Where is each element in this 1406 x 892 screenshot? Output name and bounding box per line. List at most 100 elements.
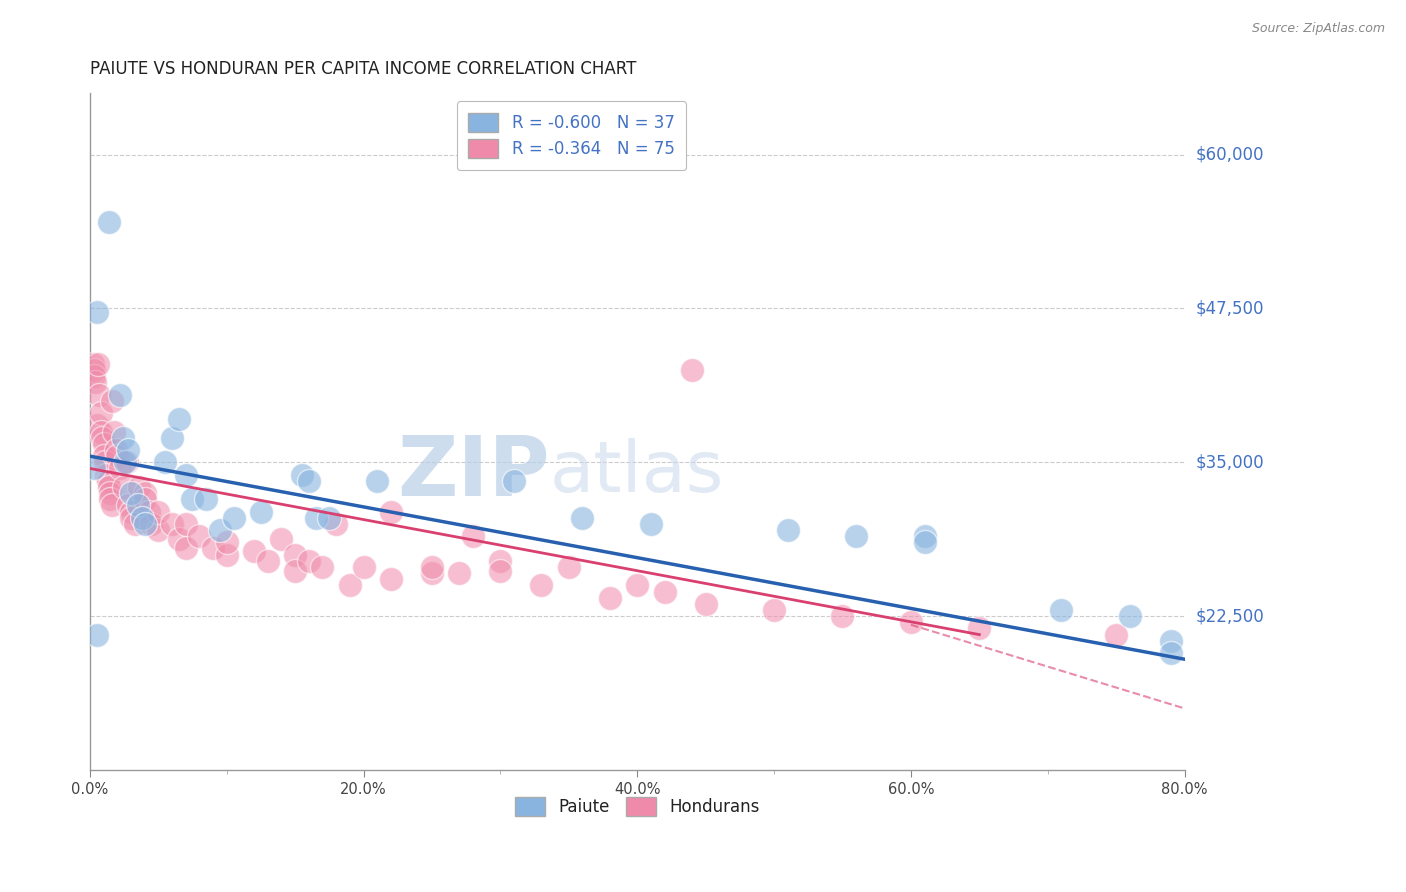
Point xyxy=(148,523,170,537)
Point xyxy=(108,461,131,475)
Point xyxy=(222,510,245,524)
Point xyxy=(380,504,402,518)
Text: $47,500: $47,500 xyxy=(1195,300,1264,318)
Point xyxy=(86,305,108,319)
Point xyxy=(167,412,190,426)
Point xyxy=(153,455,176,469)
Point xyxy=(243,544,266,558)
Point xyxy=(86,627,108,641)
Point xyxy=(380,572,402,586)
Point xyxy=(112,480,135,494)
Point xyxy=(195,492,218,507)
Text: $60,000: $60,000 xyxy=(1195,145,1264,163)
Point xyxy=(449,566,471,580)
Point xyxy=(305,510,328,524)
Point xyxy=(167,532,190,546)
Point xyxy=(98,215,121,229)
Point xyxy=(420,560,443,574)
Text: Source: ZipAtlas.com: Source: ZipAtlas.com xyxy=(1251,22,1385,36)
Point xyxy=(461,529,484,543)
Point xyxy=(284,564,307,578)
Point xyxy=(250,504,273,518)
Point xyxy=(208,523,231,537)
Point xyxy=(530,578,553,592)
Point xyxy=(98,480,121,494)
Point xyxy=(120,504,142,518)
Text: $22,500: $22,500 xyxy=(1195,607,1264,625)
Point xyxy=(174,516,197,531)
Point xyxy=(298,474,321,488)
Point xyxy=(776,523,799,537)
Point xyxy=(215,548,238,562)
Point xyxy=(571,510,593,524)
Point xyxy=(134,516,156,531)
Point xyxy=(202,541,225,556)
Point xyxy=(969,622,991,636)
Point xyxy=(1160,633,1182,648)
Point xyxy=(325,516,347,531)
Text: PAIUTE VS HONDURAN PER CAPITA INCOME CORRELATION CHART: PAIUTE VS HONDURAN PER CAPITA INCOME COR… xyxy=(90,60,637,78)
Point xyxy=(681,363,703,377)
Point xyxy=(138,504,160,518)
Point xyxy=(298,554,321,568)
Point xyxy=(90,406,112,420)
Point xyxy=(160,431,183,445)
Point xyxy=(831,609,853,624)
Point xyxy=(127,499,149,513)
Point xyxy=(763,603,786,617)
Point xyxy=(311,560,333,574)
Point xyxy=(160,516,183,531)
Point xyxy=(90,425,112,439)
Point xyxy=(100,499,122,513)
Legend: Paiute, Hondurans: Paiute, Hondurans xyxy=(508,790,766,822)
Point xyxy=(111,431,134,445)
Point xyxy=(83,363,105,377)
Point xyxy=(120,486,142,500)
Point xyxy=(128,480,150,494)
Point xyxy=(1119,609,1142,624)
Point xyxy=(489,564,512,578)
Point xyxy=(89,387,111,401)
Point xyxy=(1160,646,1182,660)
Point xyxy=(82,357,104,371)
Point xyxy=(626,578,648,592)
Point xyxy=(97,474,120,488)
Point xyxy=(900,615,922,630)
Point xyxy=(91,431,114,445)
Point xyxy=(503,474,526,488)
Point xyxy=(640,516,662,531)
Text: atlas: atlas xyxy=(550,438,724,507)
Point xyxy=(134,486,156,500)
Point xyxy=(131,510,153,524)
Point xyxy=(103,425,125,439)
Point xyxy=(845,529,868,543)
Point xyxy=(83,369,105,384)
Point xyxy=(87,357,110,371)
Text: $35,000: $35,000 xyxy=(1195,453,1264,471)
Point xyxy=(100,492,122,507)
Point xyxy=(117,442,139,457)
Point xyxy=(174,467,197,482)
Point xyxy=(366,474,388,488)
Point xyxy=(270,532,292,546)
Point xyxy=(256,554,278,568)
Point xyxy=(174,541,197,556)
Point xyxy=(181,492,204,507)
Point xyxy=(318,510,340,524)
Point xyxy=(353,560,375,574)
Point xyxy=(914,529,936,543)
Point xyxy=(1105,627,1128,641)
Point xyxy=(117,499,139,513)
Point xyxy=(141,516,163,531)
Point xyxy=(134,492,156,507)
Point xyxy=(115,455,138,469)
Point xyxy=(339,578,361,592)
Point xyxy=(104,442,127,457)
Point xyxy=(93,437,115,451)
Point xyxy=(284,548,307,562)
Point xyxy=(124,516,146,531)
Point xyxy=(695,597,717,611)
Point xyxy=(599,591,621,605)
Point xyxy=(84,376,107,390)
Point xyxy=(291,467,314,482)
